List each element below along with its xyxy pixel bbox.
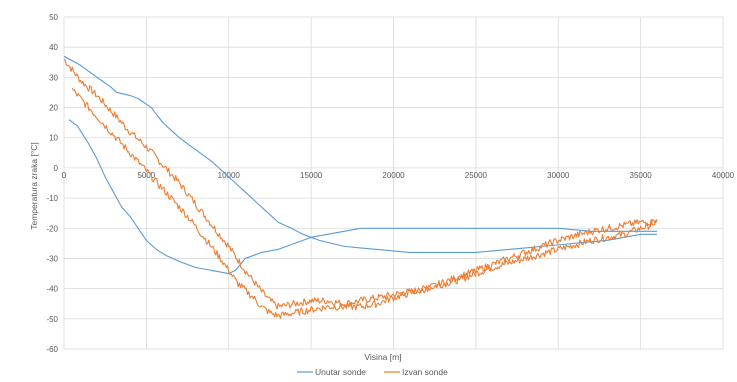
series-lines (63, 55, 658, 319)
series-line-izvan-sonde-2 (71, 87, 658, 319)
y-tick-label: -20 (46, 224, 58, 233)
y-tick-label: -50 (46, 315, 58, 324)
tick-labels: 50 40 30 20 10 0 -10 -20 -30 -40 -50 -60 0 5000 10000 1… (46, 13, 734, 354)
series-line-izvan-sonde-1 (63, 58, 658, 310)
legend-label-izvan-sonde: Izvan sonde (402, 367, 448, 377)
x-axis-title: Visina [m] (364, 352, 401, 362)
y-tick-label: -60 (46, 345, 58, 354)
series-line-unutar-sonde-2 (68, 119, 658, 275)
y-tick-label: -30 (46, 254, 58, 263)
y-tick-label: 10 (49, 134, 58, 143)
x-tick-label: 25000 (465, 171, 488, 180)
y-axis-title: Temperatura zraka [°C] (29, 142, 39, 230)
x-tick-label: 30000 (547, 171, 570, 180)
x-tick-label: 40000 (712, 171, 735, 180)
y-tick-label: -10 (46, 194, 58, 203)
x-tick-label: 5000 (137, 171, 155, 180)
y-tick-label: 30 (49, 73, 58, 82)
y-tick-label: 0 (54, 164, 59, 173)
x-tick-label: 15000 (300, 171, 323, 180)
grid-lines (63, 16, 724, 350)
x-tick-label: 10000 (218, 171, 241, 180)
x-tick-label: 35000 (630, 171, 653, 180)
y-tick-label: 40 (49, 43, 58, 52)
y-tick-label: 20 (49, 104, 58, 113)
legend: Unutar sonde Izvan sonde (297, 367, 448, 377)
legend-label-unutar-sonde: Unutar sonde (315, 367, 366, 377)
series-line-unutar-sonde-1 (63, 55, 658, 253)
y-tick-label: -40 (46, 285, 58, 294)
y-tick-label: 50 (49, 13, 58, 22)
x-tick-label: 0 (62, 171, 67, 180)
x-tick-label: 20000 (382, 171, 405, 180)
